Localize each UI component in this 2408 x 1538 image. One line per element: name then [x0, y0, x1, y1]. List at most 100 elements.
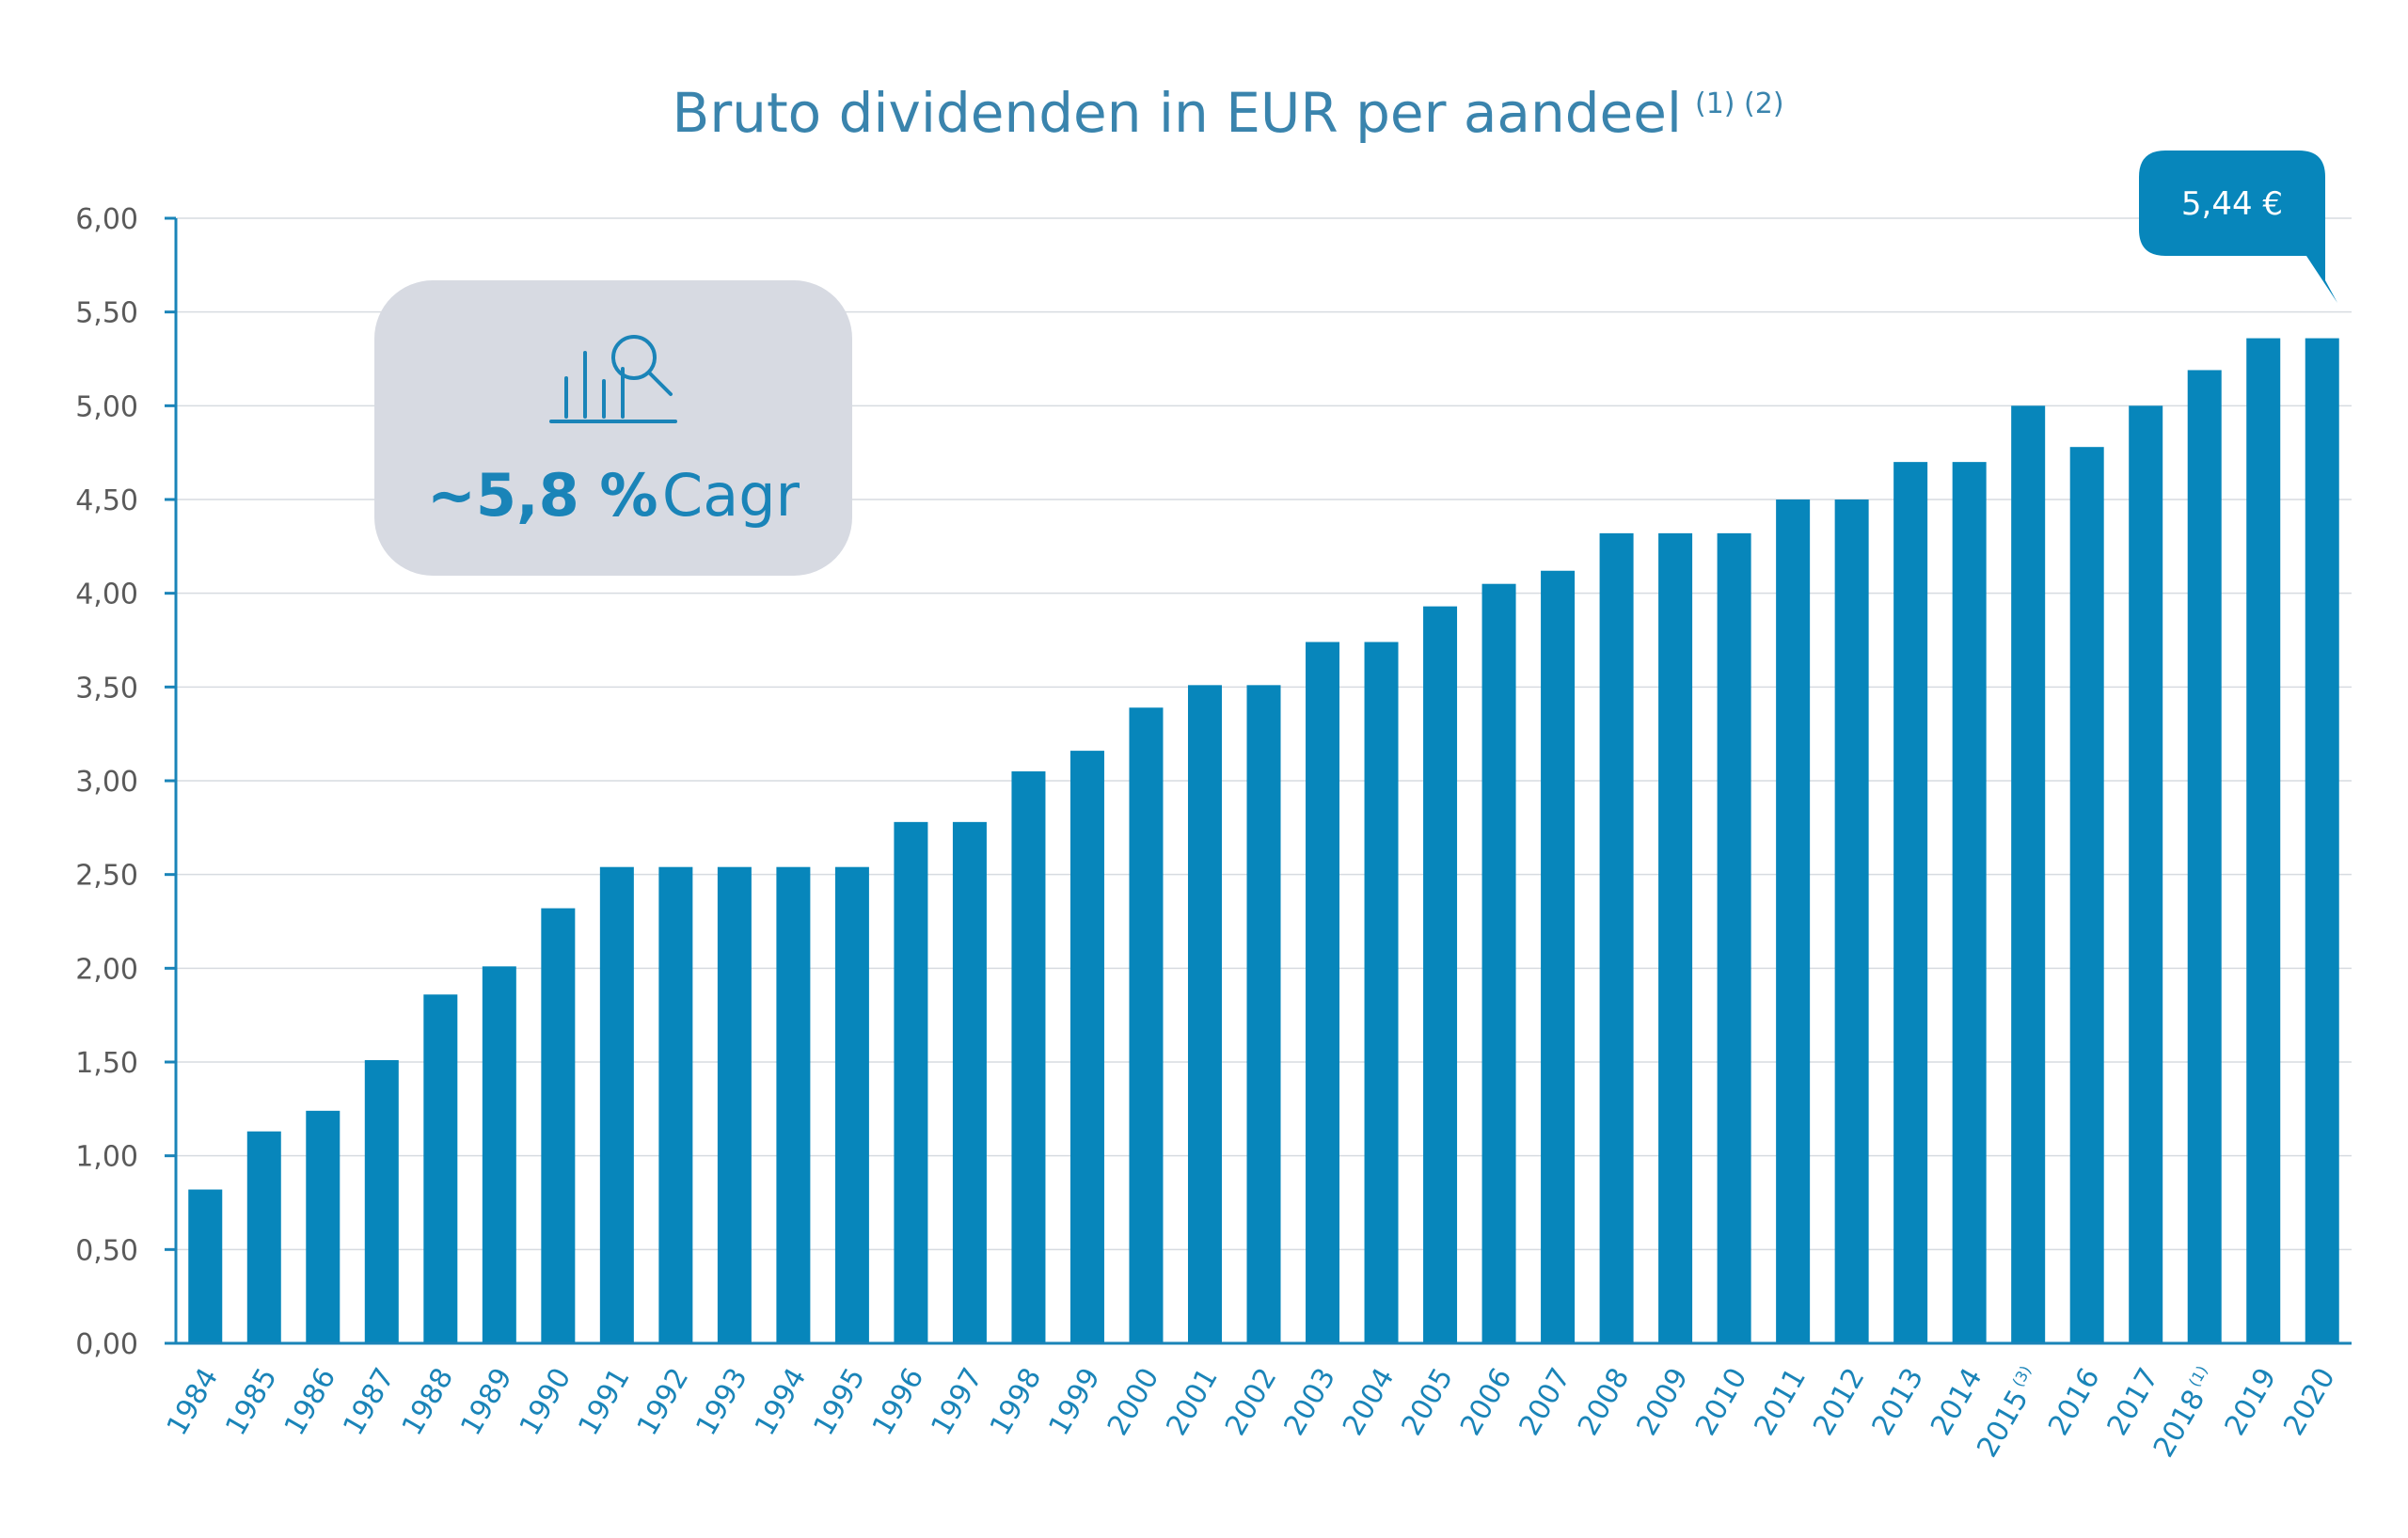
y-tick-label: 4,50	[75, 484, 138, 517]
callout-label: 5,44 €	[2181, 185, 2283, 223]
bar-1991	[599, 866, 634, 1343]
cagr-label: Cagr	[662, 461, 800, 530]
x-tick-label-2010: 2010	[1689, 1363, 1753, 1442]
x-tick-label-1989: 1989	[454, 1363, 518, 1442]
y-tick-label: 5,50	[75, 297, 138, 330]
x-tick-label-2003: 2003	[1277, 1363, 1341, 1442]
bar-2014	[1952, 462, 1987, 1344]
cagr-box-background	[374, 280, 852, 576]
x-tick-label-2011: 2011	[1749, 1363, 1813, 1442]
chart-title-text: Bruto dividenden in EUR per aandeel	[673, 81, 1682, 145]
bar-1992	[658, 866, 693, 1343]
x-tick-label-2004: 2004	[1337, 1363, 1401, 1442]
bar-1999	[1069, 751, 1104, 1343]
bar-2005	[1423, 606, 1458, 1343]
y-axis-ticks: 0,00 0,50 1,00 1,50 2,00 2,50 3,00 3,50 4,00 4,50…	[75, 203, 138, 1361]
x-tick-label-1994: 1994	[749, 1363, 813, 1442]
bar-2006	[1481, 583, 1516, 1343]
y-tick-label: 2,50	[75, 860, 138, 893]
bar-1987	[364, 1060, 399, 1343]
x-tick-label-1999: 1999	[1042, 1363, 1106, 1442]
x-tick-label-1993: 1993	[689, 1363, 753, 1442]
bar-1997	[952, 821, 987, 1343]
bar-1993	[717, 866, 752, 1343]
bar-2010	[1717, 532, 1751, 1343]
bar-2013	[1893, 462, 1928, 1344]
y-tick-label: 0,00	[75, 1328, 138, 1361]
bar-2020	[2305, 338, 2339, 1343]
bar-1994	[776, 866, 811, 1343]
bar-1990	[541, 908, 576, 1343]
x-tick-label-1996: 1996	[866, 1363, 930, 1442]
x-tick-label-2006: 2006	[1454, 1363, 1518, 1442]
y-tick-label: 1,00	[75, 1141, 138, 1174]
x-tick-label-2009: 2009	[1631, 1363, 1695, 1442]
y-tick-label: 2,00	[75, 953, 138, 986]
x-tick-label-1995: 1995	[807, 1363, 871, 1442]
bar-2002	[1246, 685, 1281, 1343]
bar-2015	[2011, 405, 2046, 1343]
bar-2009	[1658, 532, 1693, 1343]
bar-1995	[834, 866, 869, 1343]
bar-1986	[306, 1110, 341, 1343]
y-tick-label: 1,50	[75, 1047, 138, 1080]
x-tick-label-1992: 1992	[631, 1363, 695, 1442]
callout-bubble	[2139, 151, 2337, 303]
x-tick-label-2002: 2002	[1219, 1363, 1283, 1442]
x-tick-label-1987: 1987	[337, 1363, 401, 1442]
y-tick-label: 4,00	[75, 579, 138, 611]
bar-2003	[1306, 642, 1340, 1343]
x-tick-footnote: (3)	[2008, 1363, 2035, 1390]
x-tick-label-2000: 2000	[1101, 1363, 1165, 1442]
x-tick-label-2005: 2005	[1395, 1363, 1459, 1442]
bars	[188, 338, 2339, 1344]
x-tick-label-2014: 2014	[1925, 1363, 1988, 1442]
y-tick-label: 0,50	[75, 1234, 138, 1267]
y-tick-label: 3,50	[75, 672, 138, 705]
chart-magnifier-icon	[549, 335, 677, 423]
bar-2019	[2246, 338, 2281, 1343]
bar-1989	[482, 966, 516, 1343]
bar-1998	[1011, 771, 1046, 1343]
y-tick-label: 6,00	[75, 203, 138, 236]
bar-2004	[1364, 642, 1399, 1343]
bar-2011	[1776, 499, 1811, 1343]
x-tick-label-2019: 2019	[2219, 1363, 2283, 1442]
x-tick-label-1991: 1991	[572, 1363, 636, 1442]
bar-2000	[1129, 707, 1164, 1343]
x-tick-footnote: (1)	[2185, 1363, 2211, 1390]
x-tick-label-2007: 2007	[1513, 1363, 1577, 1442]
bar-2018	[2187, 370, 2222, 1344]
x-tick-label-1986: 1986	[278, 1363, 342, 1442]
bar-2012	[1834, 499, 1869, 1343]
x-tick-label-1988: 1988	[396, 1363, 460, 1442]
x-tick-label-2001: 2001	[1160, 1363, 1224, 1442]
chart-title: Bruto dividenden in EUR per aandeel	[673, 81, 1682, 145]
bar-1988	[423, 994, 458, 1343]
x-tick-label-2017: 2017	[2101, 1363, 2165, 1442]
bar-1985	[246, 1131, 281, 1343]
bar-1996	[894, 821, 928, 1343]
y-tick-label: 5,00	[75, 390, 138, 423]
x-axis-ticks: 1984198519861987198819891990199119921993…	[161, 1363, 2342, 1464]
cagr-text: ~5,8 % Cagr	[427, 461, 800, 530]
cagr-value: ~5,8 %	[427, 461, 658, 530]
bar-2001	[1187, 685, 1222, 1343]
x-tick-label-2012: 2012	[1807, 1363, 1871, 1442]
cagr-box: ~5,8 % Cagr	[374, 280, 852, 576]
bar-2008	[1599, 532, 1634, 1343]
bar-2017	[2129, 405, 2163, 1343]
x-tick-label-2020: 2020	[2277, 1363, 2341, 1442]
value-callout: 5,44 €	[2139, 151, 2337, 303]
x-tick-label-1998: 1998	[984, 1363, 1048, 1442]
bar-2007	[1541, 570, 1576, 1343]
x-tick-label-1990: 1990	[514, 1363, 578, 1442]
bar-2016	[2069, 447, 2104, 1344]
x-tick-label-1985: 1985	[219, 1363, 283, 1442]
y-tick-label: 3,00	[75, 766, 138, 799]
x-tick-label-2008: 2008	[1572, 1363, 1636, 1442]
x-tick-label-1997: 1997	[925, 1363, 989, 1442]
chart-title-footnote: (1) (2)	[1695, 87, 1784, 120]
bar-1984	[188, 1189, 223, 1343]
